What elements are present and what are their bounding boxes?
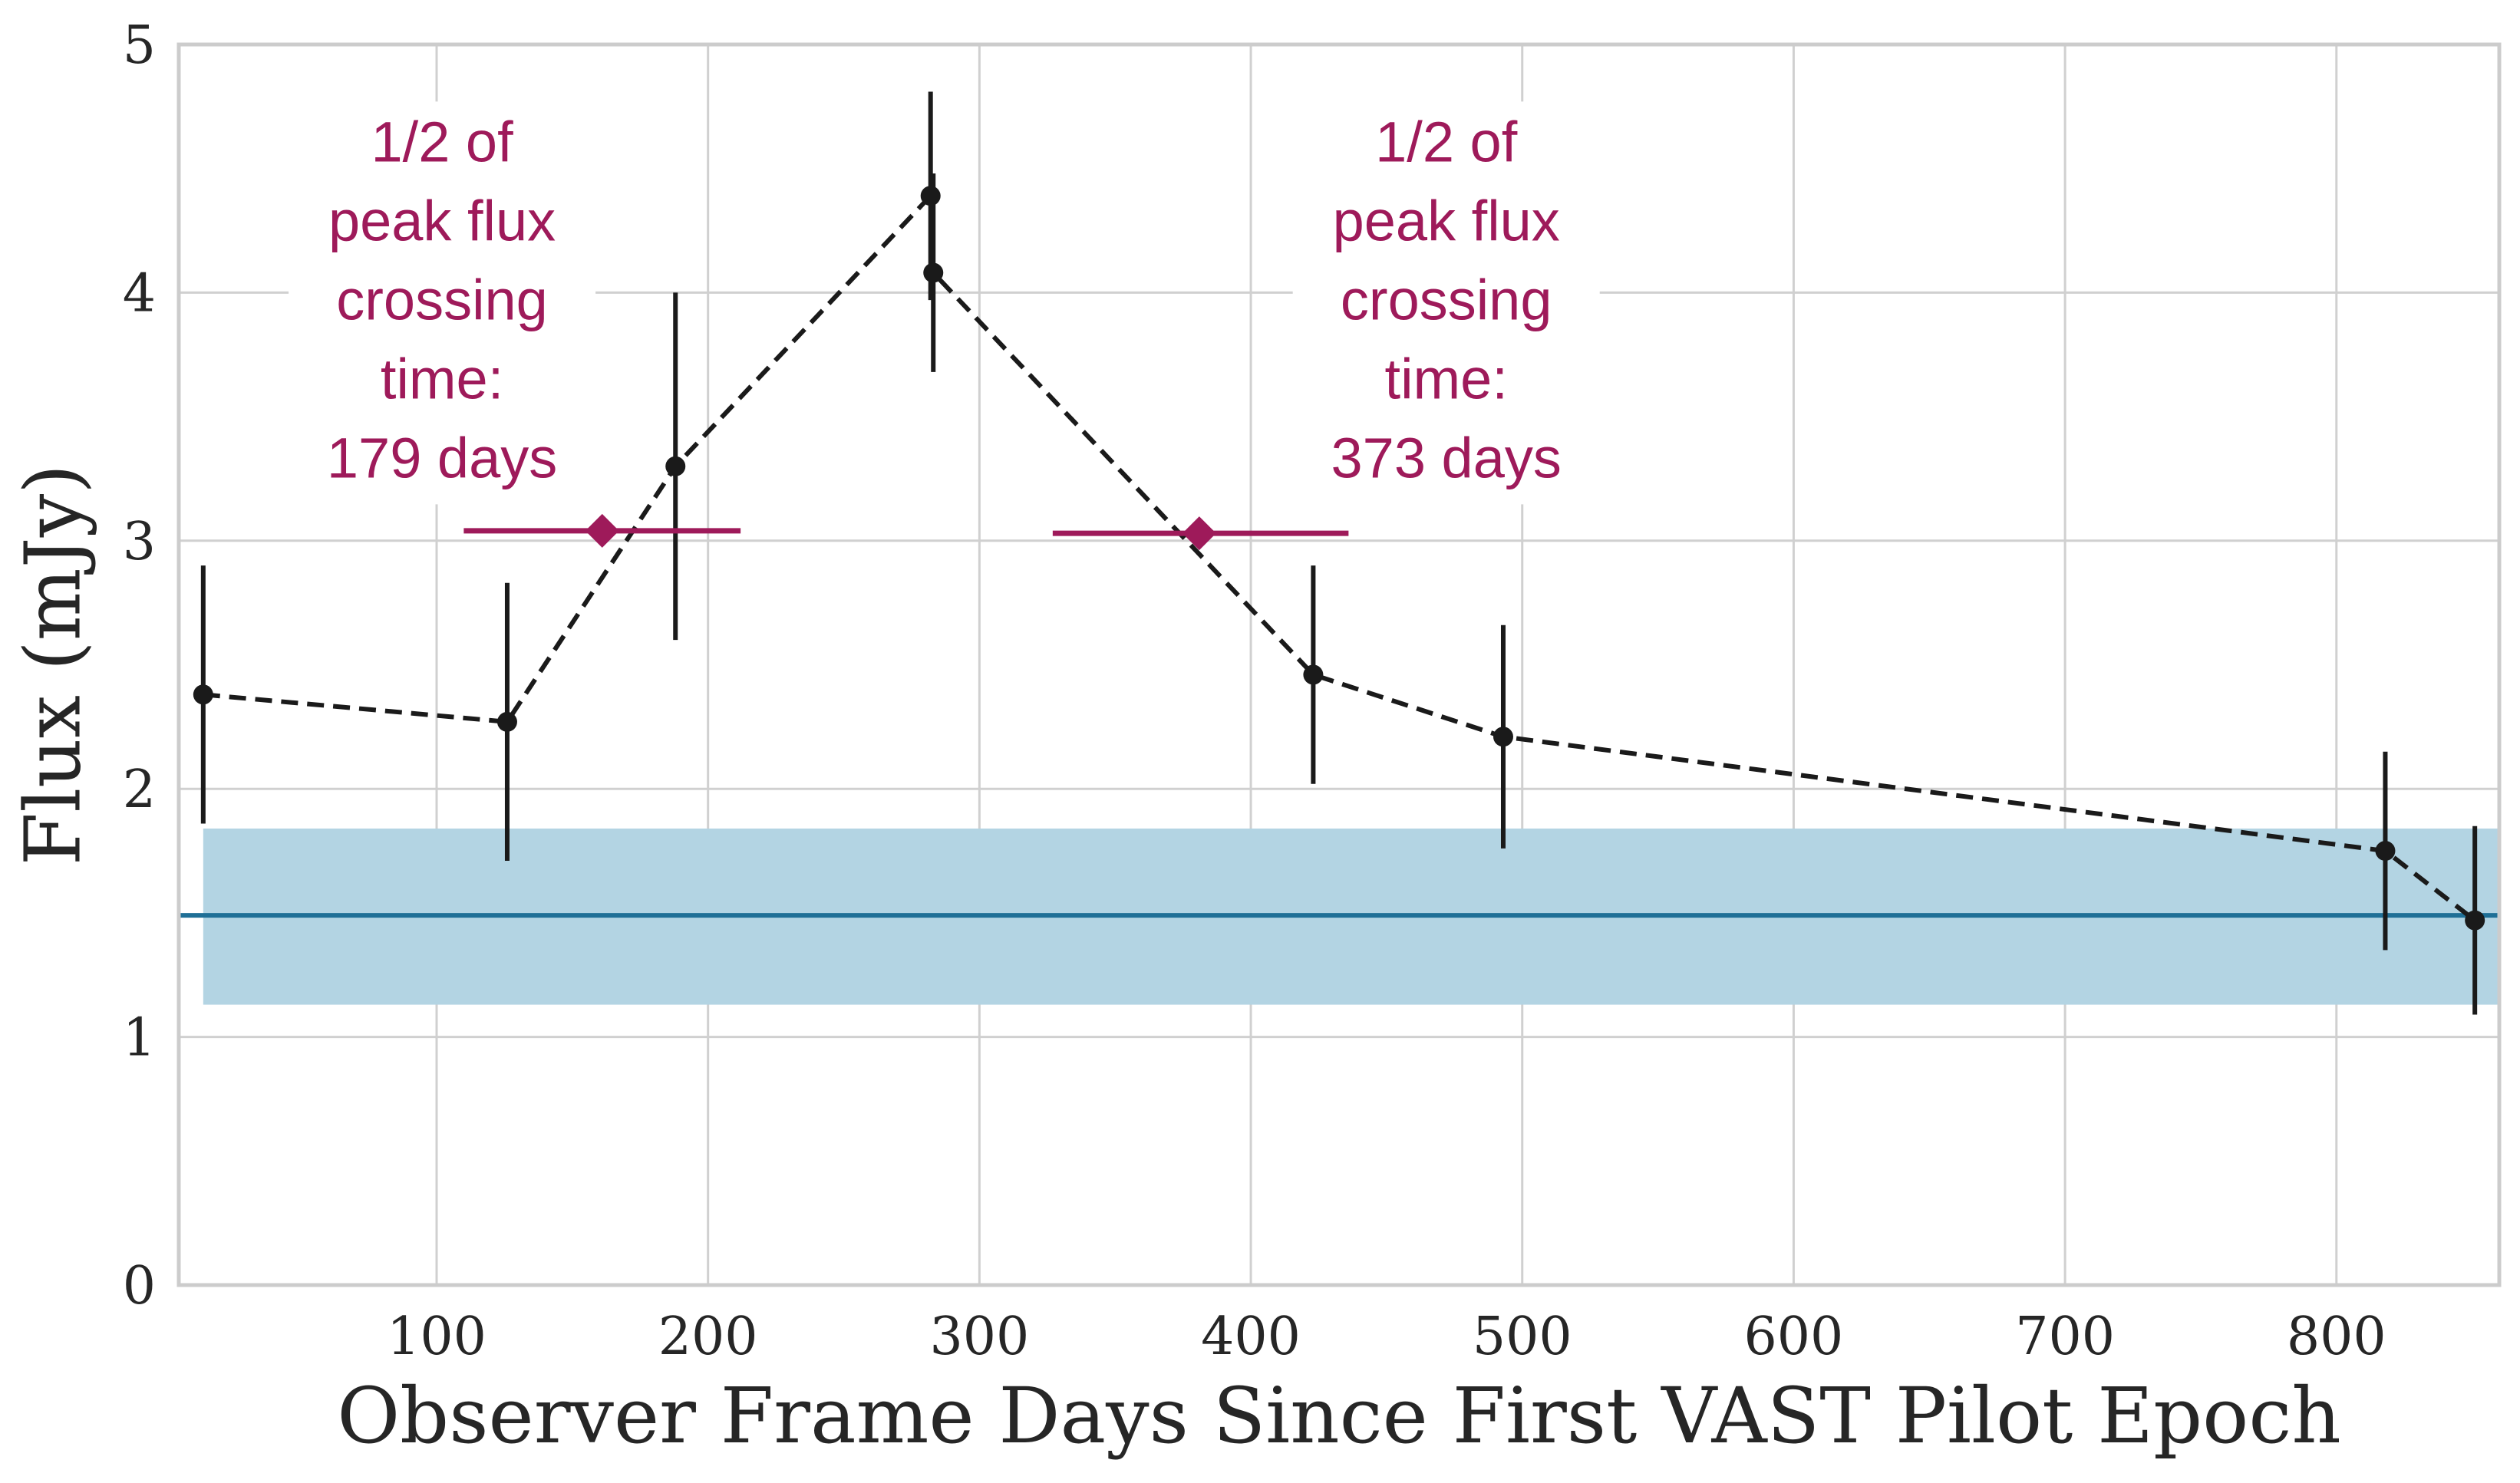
annotations-layer: 1/2 of peak flux crossing time: 179 days 1/2 … xyxy=(289,101,1600,505)
crossing-marker xyxy=(585,513,619,548)
x-tick-label: 100 xyxy=(387,1307,487,1367)
annotation-line: 373 days xyxy=(1331,426,1562,489)
data-point xyxy=(923,262,944,283)
y-tick-label: 4 xyxy=(123,263,156,324)
data-point xyxy=(665,456,686,476)
annotation-line: peak flux xyxy=(1333,189,1560,252)
y-tick-label: 5 xyxy=(123,15,156,76)
annotation-line: time: xyxy=(1385,347,1508,410)
annotation-line: crossing xyxy=(336,268,548,331)
x-tick-label: 600 xyxy=(1744,1307,1844,1367)
tick-labels: 100 200 300 400 500 600 700 800 0 1 2 3 4 5 xyxy=(123,15,2386,1367)
annotation-line: 1/2 of xyxy=(1375,110,1518,173)
y-tick-label: 3 xyxy=(123,512,156,572)
data-point xyxy=(193,684,213,705)
data-point xyxy=(496,711,517,732)
x-tick-label: 300 xyxy=(929,1307,1029,1367)
y-tick-label: 0 xyxy=(123,1256,156,1317)
x-tick-label: 200 xyxy=(658,1307,758,1367)
quiescent-band-layer xyxy=(179,828,2500,1005)
y-axis-title: Flux (mJy) xyxy=(8,464,98,865)
data-point xyxy=(2375,841,2396,862)
data-point xyxy=(1303,664,1324,685)
annotation-background xyxy=(289,101,596,505)
plot-border xyxy=(176,42,2502,1287)
x-tick-label: 700 xyxy=(2015,1307,2115,1367)
annotation-background xyxy=(1292,101,1600,505)
x-tick-label: 800 xyxy=(2287,1307,2386,1367)
crossing-markers-layer xyxy=(463,513,1349,551)
annotation-line: crossing xyxy=(1341,268,1552,331)
annotation-line: peak flux xyxy=(328,189,556,252)
data-point xyxy=(2465,910,2485,931)
y-tick-label: 2 xyxy=(123,760,156,820)
series-layer xyxy=(193,91,2485,1015)
crossing-marker xyxy=(1182,516,1216,551)
plot-frame xyxy=(176,42,2502,1287)
x-tick-label: 500 xyxy=(1473,1307,1572,1367)
x-tick-label: 400 xyxy=(1201,1307,1301,1367)
data-point xyxy=(920,186,941,206)
annotation-line: 1/2 of xyxy=(371,110,513,173)
annotation-line: 179 days xyxy=(327,426,557,489)
annotation-line: time: xyxy=(381,347,503,410)
y-tick-label: 1 xyxy=(123,1008,156,1069)
data-point xyxy=(1493,727,1513,747)
x-axis-title: Observer Frame Days Since First VAST Pil… xyxy=(337,1371,2341,1461)
